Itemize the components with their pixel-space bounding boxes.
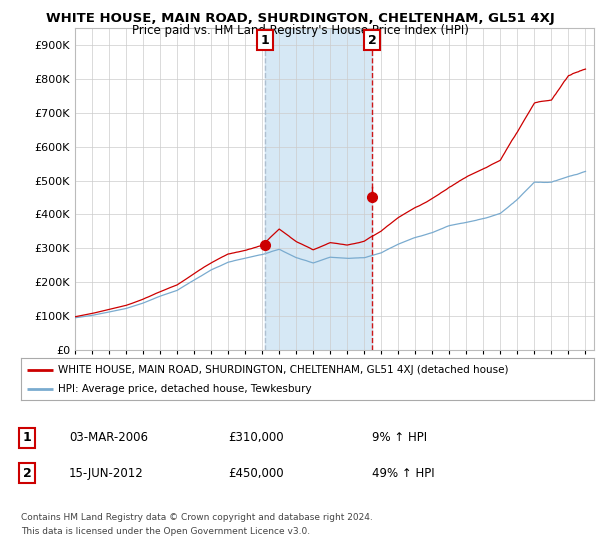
Text: £450,000: £450,000 (228, 466, 284, 480)
Text: Contains HM Land Registry data © Crown copyright and database right 2024.: Contains HM Land Registry data © Crown c… (21, 513, 373, 522)
Text: Price paid vs. HM Land Registry's House Price Index (HPI): Price paid vs. HM Land Registry's House … (131, 24, 469, 37)
Text: 1: 1 (260, 34, 269, 46)
Text: 2: 2 (368, 34, 376, 46)
Bar (265, 28, 372, 350)
Text: 1: 1 (23, 431, 31, 445)
Text: WHITE HOUSE, MAIN ROAD, SHURDINGTON, CHELTENHAM, GL51 4XJ: WHITE HOUSE, MAIN ROAD, SHURDINGTON, CHE… (46, 12, 554, 25)
Text: 15-JUN-2012: 15-JUN-2012 (69, 466, 144, 480)
Text: 49% ↑ HPI: 49% ↑ HPI (372, 466, 434, 480)
Text: £310,000: £310,000 (228, 431, 284, 445)
Text: HPI: Average price, detached house, Tewkesbury: HPI: Average price, detached house, Tewk… (58, 384, 312, 394)
Text: 03-MAR-2006: 03-MAR-2006 (69, 431, 148, 445)
Text: This data is licensed under the Open Government Licence v3.0.: This data is licensed under the Open Gov… (21, 528, 310, 536)
Text: 9% ↑ HPI: 9% ↑ HPI (372, 431, 427, 445)
Text: 2: 2 (23, 466, 31, 480)
Text: WHITE HOUSE, MAIN ROAD, SHURDINGTON, CHELTENHAM, GL51 4XJ (detached house): WHITE HOUSE, MAIN ROAD, SHURDINGTON, CHE… (58, 365, 509, 375)
